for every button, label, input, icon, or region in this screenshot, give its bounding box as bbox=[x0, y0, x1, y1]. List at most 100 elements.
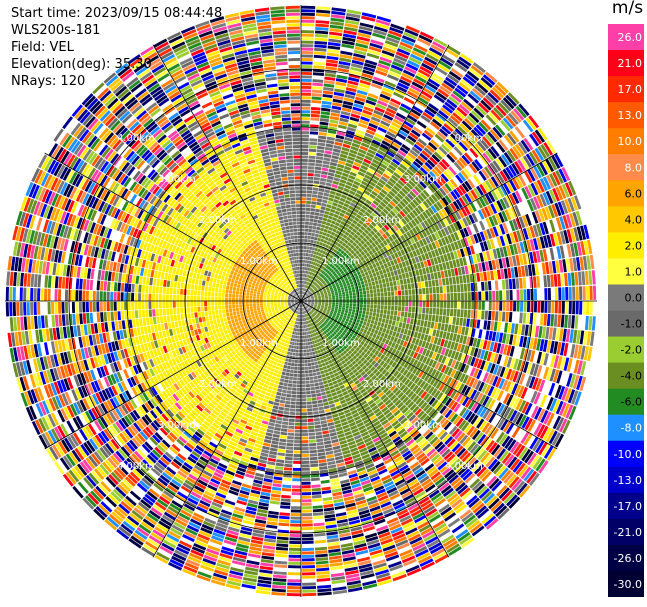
range-gate bbox=[316, 241, 320, 245]
range-gate bbox=[321, 490, 332, 495]
range-gate bbox=[389, 210, 396, 217]
range-gate bbox=[391, 198, 399, 205]
range-gate bbox=[290, 509, 301, 513]
range-gate bbox=[345, 305, 349, 309]
range-gate bbox=[306, 186, 313, 191]
range-gate bbox=[394, 295, 398, 301]
range-gate bbox=[329, 403, 336, 408]
range-gate bbox=[303, 296, 307, 299]
range-gate bbox=[301, 335, 303, 339]
range-gate bbox=[418, 307, 423, 314]
range-gate bbox=[396, 192, 404, 200]
range-gate bbox=[319, 416, 327, 421]
range-gate bbox=[446, 153, 456, 164]
range-gate bbox=[382, 327, 387, 333]
range-gate bbox=[568, 301, 572, 315]
range-gate bbox=[305, 260, 308, 264]
range-gate bbox=[334, 233, 339, 238]
range-gate bbox=[471, 87, 484, 99]
range-gate bbox=[312, 498, 323, 502]
range-gate bbox=[322, 398, 328, 403]
range-gate bbox=[301, 367, 305, 370]
range-gate bbox=[336, 167, 344, 172]
range-gate bbox=[301, 287, 303, 291]
range-gate bbox=[345, 133, 354, 139]
range-gate bbox=[439, 85, 452, 95]
range-gate bbox=[342, 234, 348, 239]
range-gate bbox=[297, 363, 301, 367]
range-gate bbox=[316, 357, 321, 361]
range-gate bbox=[310, 283, 313, 287]
range-gate bbox=[406, 90, 419, 99]
range-gate bbox=[366, 96, 378, 103]
range-gate bbox=[467, 301, 471, 310]
range-gate bbox=[480, 119, 492, 131]
range-gate bbox=[316, 570, 330, 575]
range-gate bbox=[346, 298, 350, 301]
range-gate bbox=[314, 34, 328, 38]
range-gate bbox=[551, 301, 555, 314]
range-gate bbox=[338, 60, 351, 66]
range-gate bbox=[311, 247, 316, 251]
range-gate bbox=[405, 272, 410, 279]
range-gate bbox=[519, 301, 524, 312]
range-gate bbox=[553, 274, 558, 287]
range-gate bbox=[316, 396, 322, 401]
range-gate bbox=[410, 283, 415, 289]
range-gate bbox=[316, 392, 322, 397]
range-gate bbox=[363, 297, 367, 301]
range-gate bbox=[378, 270, 384, 275]
range-gate bbox=[447, 517, 461, 528]
range-gate bbox=[360, 245, 366, 251]
range-gate bbox=[382, 283, 387, 288]
range-gate bbox=[467, 292, 471, 301]
range-gate bbox=[335, 299, 339, 301]
range-gate bbox=[344, 264, 349, 269]
range-gate bbox=[309, 141, 318, 146]
range-gate bbox=[359, 304, 363, 308]
range-gate bbox=[304, 363, 308, 367]
range-gate bbox=[314, 532, 326, 537]
range-gate bbox=[363, 158, 372, 165]
range-gate bbox=[311, 96, 322, 101]
range-gate bbox=[456, 309, 461, 318]
range-gate bbox=[307, 256, 311, 261]
range-gate bbox=[500, 99, 512, 112]
range-gate bbox=[474, 159, 483, 170]
range-gate bbox=[404, 306, 409, 312]
range-gate bbox=[319, 227, 325, 232]
range-gate bbox=[356, 222, 362, 228]
range-gate bbox=[440, 143, 451, 153]
range-gate bbox=[468, 67, 482, 79]
range-gate bbox=[350, 146, 359, 152]
range-gate bbox=[295, 401, 301, 405]
range-gate bbox=[517, 323, 522, 335]
range-gate bbox=[305, 294, 309, 297]
range-gate bbox=[453, 309, 457, 317]
range-gate bbox=[313, 417, 320, 422]
range-gate bbox=[509, 289, 513, 301]
range-gate bbox=[352, 106, 363, 113]
range-gate bbox=[331, 295, 335, 298]
range-gate bbox=[314, 47, 327, 52]
range-gate bbox=[372, 285, 376, 290]
range-gate bbox=[477, 102, 490, 114]
range-gate bbox=[303, 292, 306, 295]
range-gate bbox=[428, 47, 443, 57]
range-gate bbox=[307, 179, 314, 184]
range-gate bbox=[483, 271, 488, 281]
range-gate bbox=[290, 506, 301, 510]
range-gate bbox=[344, 199, 351, 205]
range-gate bbox=[397, 149, 407, 157]
range-gate bbox=[316, 577, 331, 582]
range-gate bbox=[353, 161, 362, 168]
range-gate bbox=[532, 276, 537, 288]
range-gate bbox=[337, 227, 343, 232]
range-gate bbox=[306, 289, 309, 293]
range-gate bbox=[346, 220, 352, 225]
range-gate bbox=[301, 40, 314, 44]
range-gate bbox=[435, 91, 448, 101]
range-gate bbox=[320, 174, 328, 179]
range-gate bbox=[321, 270, 325, 274]
range-gate bbox=[455, 276, 460, 285]
